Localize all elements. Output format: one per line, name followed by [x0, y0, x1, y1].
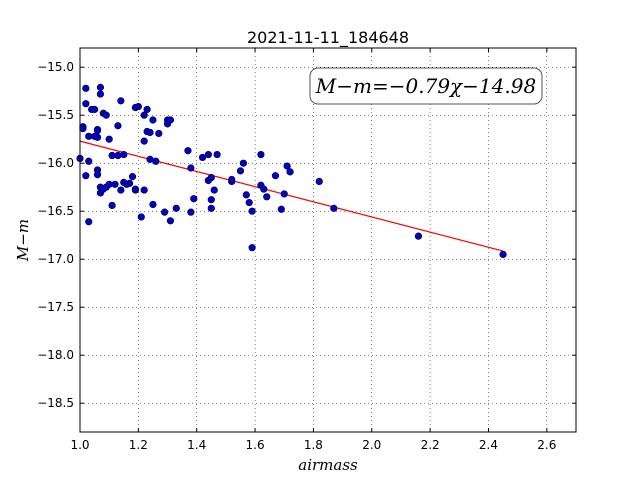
- data-point: [102, 111, 110, 119]
- data-point: [137, 213, 145, 221]
- data-point: [280, 190, 288, 198]
- y-tick-label: −17.0: [37, 252, 74, 266]
- data-point: [184, 147, 192, 155]
- data-point: [242, 191, 250, 199]
- data-point: [108, 201, 116, 210]
- data-point: [155, 129, 163, 138]
- y-tick-label: −18.5: [37, 396, 74, 410]
- data-point: [90, 105, 99, 114]
- x-tick-label: 2.6: [537, 438, 556, 452]
- data-point: [207, 204, 215, 212]
- data-point: [114, 151, 122, 160]
- y-tick-label: −16.0: [37, 156, 74, 170]
- x-tick-label: 1.6: [246, 438, 265, 452]
- data-point: [146, 128, 154, 137]
- x-tick-label: 1.0: [70, 438, 89, 452]
- data-point: [120, 150, 128, 159]
- data-point: [286, 168, 294, 176]
- y-tick-label: −18.0: [37, 348, 74, 362]
- data-point: [96, 83, 105, 91]
- chart-title: 2021-11-11_184648: [247, 28, 409, 48]
- data-point: [126, 179, 134, 187]
- data-point: [499, 250, 507, 258]
- data-point: [105, 135, 113, 143]
- data-point: [96, 90, 105, 98]
- data-point: [79, 125, 87, 133]
- data-point: [82, 172, 90, 180]
- data-point: [248, 207, 256, 215]
- data-point: [190, 195, 198, 203]
- points-group: [76, 83, 507, 258]
- data-point: [213, 150, 221, 159]
- data-point: [204, 150, 212, 159]
- data-point: [93, 133, 102, 141]
- x-tick-label: 2.4: [479, 438, 498, 452]
- data-point: [236, 167, 245, 175]
- data-point: [143, 105, 151, 114]
- y-tick-label: −17.5: [37, 300, 74, 314]
- y-tick-label: −15.0: [37, 60, 74, 74]
- data-point: [140, 186, 148, 194]
- data-point: [245, 198, 253, 207]
- x-tick-label: 1.4: [187, 438, 206, 452]
- data-point: [228, 175, 236, 184]
- data-point: [152, 157, 160, 165]
- data-point: [283, 162, 291, 170]
- data-point: [161, 208, 169, 216]
- x-tick-label: 1.8: [304, 438, 323, 452]
- plot-frame: [79, 47, 577, 433]
- y-axis-label: M−m: [14, 219, 32, 262]
- data-point: [239, 159, 247, 167]
- fit-equation: M−m=−0.79χ−14.98: [315, 74, 536, 98]
- data-point: [414, 232, 423, 240]
- data-point: [117, 97, 125, 105]
- data-point: [131, 185, 140, 193]
- data-point: [140, 111, 148, 119]
- data-point: [172, 204, 180, 212]
- data-point: [207, 174, 215, 182]
- data-point: [260, 185, 268, 193]
- data-point: [128, 173, 137, 181]
- data-point: [82, 100, 90, 108]
- data-point: [93, 126, 102, 135]
- data-point: [85, 157, 93, 165]
- data-point: [117, 186, 125, 194]
- data-point: [166, 116, 175, 124]
- data-point: [111, 180, 119, 188]
- data-point: [271, 172, 280, 180]
- data-point: [248, 244, 256, 252]
- data-point: [198, 153, 207, 162]
- data-point: [149, 200, 157, 209]
- y-tick-label: −15.5: [37, 108, 74, 122]
- data-point: [315, 177, 323, 186]
- data-point: [166, 217, 175, 225]
- data-point: [134, 102, 142, 111]
- data-point: [257, 150, 265, 159]
- data-point: [187, 208, 195, 216]
- data-point: [82, 84, 90, 92]
- data-point: [114, 122, 122, 130]
- data-point: [277, 205, 285, 213]
- data-point: [210, 186, 218, 194]
- x-tick-label: 2.2: [421, 438, 440, 452]
- data-point: [93, 166, 102, 174]
- x-axis-label: airmass: [298, 456, 358, 474]
- ticks-group: 1.0 1.2 1.4 1.6 1.8 2.0 2.2 2.4 2.6 −15.0 −15.5 −16…: [37, 48, 576, 452]
- x-tick-label: 1.2: [129, 438, 148, 452]
- x-tick-label: 2.0: [362, 438, 381, 452]
- data-point: [140, 137, 148, 145]
- annotation-box: M−m=−0.79χ−14.98: [309, 67, 543, 105]
- data-point: [330, 204, 338, 212]
- data-point: [85, 218, 93, 226]
- y-tick-label: −16.5: [37, 204, 74, 218]
- grid: [79, 48, 576, 432]
- data-point: [149, 116, 157, 124]
- data-point: [263, 193, 271, 201]
- data-point: [187, 164, 195, 172]
- data-point: [207, 196, 215, 204]
